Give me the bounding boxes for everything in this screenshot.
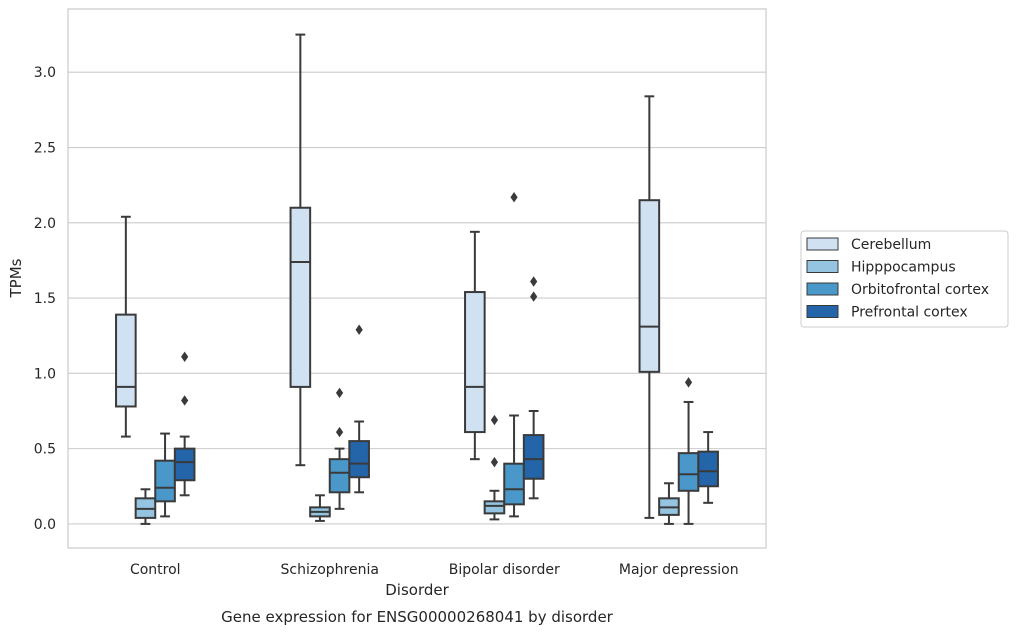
box-group	[309, 494, 331, 522]
y-tick-label: 2.0	[34, 216, 56, 232]
box	[638, 199, 661, 373]
x-tick-label: Major depression	[619, 562, 739, 578]
legend-frame	[800, 230, 1009, 328]
box-group	[173, 351, 196, 497]
box	[677, 452, 700, 492]
box	[154, 459, 176, 503]
boxes	[115, 33, 719, 525]
outlier-point	[530, 291, 538, 302]
legend-swatch	[806, 260, 839, 273]
box-group	[154, 432, 176, 518]
x-tick-label: Bipolar disorder	[449, 562, 560, 578]
y-tick-label: 1.0	[34, 366, 56, 382]
legend-items: Cerebellum Hipppocampus Orbitofrontal cort…	[806, 237, 989, 321]
outlier-point	[335, 426, 344, 438]
box	[464, 291, 486, 434]
legend-label: Hipppocampus	[851, 260, 956, 276]
legend-label: Prefrontal cortex	[851, 305, 968, 321]
outlier-point	[490, 414, 499, 426]
box	[522, 434, 545, 480]
outlier-point	[490, 456, 499, 468]
x-tick-label: Schizophrenia	[281, 562, 379, 578]
outlier-point	[684, 377, 693, 388]
y-axis-label: TPMs	[7, 258, 25, 298]
box-group	[289, 33, 312, 467]
box	[289, 206, 312, 388]
box	[115, 313, 137, 408]
y-axis-ticks: 0.0 0.5 1.0 1.5 2.0 2.5 3.0	[34, 65, 56, 533]
box-group	[638, 95, 661, 519]
box-group	[522, 276, 545, 500]
box	[503, 462, 525, 506]
box-group	[134, 488, 157, 525]
x-axis-label: Disorder	[385, 581, 449, 599]
y-tick-label: 1.5	[34, 291, 56, 307]
box	[348, 440, 370, 479]
x-axis-ticks: Control Schizophrenia Bipolar disorder Majo…	[130, 562, 739, 578]
box	[697, 450, 719, 488]
legend-label: Orbitofrontal cortex	[851, 282, 989, 298]
box	[173, 447, 196, 482]
box-group	[658, 482, 680, 525]
outlier-point	[181, 351, 189, 362]
y-tick-label: 2.5	[34, 141, 56, 157]
outlier-point	[335, 387, 344, 399]
box-group	[328, 387, 351, 510]
box-group	[115, 215, 137, 438]
x-tick-label: Control	[130, 562, 181, 578]
box-group	[677, 377, 700, 525]
box-group	[503, 191, 525, 518]
box-group	[697, 431, 719, 504]
y-tick-label: 3.0	[34, 65, 56, 81]
chart-caption: Gene expression for ENSG00000268041 by d…	[221, 608, 614, 626]
outlier-point	[355, 324, 363, 335]
box	[483, 500, 506, 515]
legend-swatch	[806, 305, 839, 318]
legend-swatch	[806, 237, 839, 251]
grid-lines	[68, 71, 766, 525]
y-tick-label: 0.5	[34, 442, 56, 458]
outlier-point	[510, 191, 518, 203]
y-tick-label: 0.0	[34, 517, 56, 533]
plot-area-frame	[67, 8, 767, 549]
box-group	[464, 230, 486, 461]
box	[328, 458, 351, 494]
legend-swatch	[806, 282, 839, 296]
outlier-point	[530, 276, 538, 287]
outlier-point	[181, 395, 189, 406]
box-group	[348, 324, 370, 494]
legend: Cerebellum Hipppocampus Orbitofrontal cort…	[800, 230, 1009, 328]
box-group	[483, 414, 506, 521]
legend-label: Cerebellum	[851, 237, 931, 253]
